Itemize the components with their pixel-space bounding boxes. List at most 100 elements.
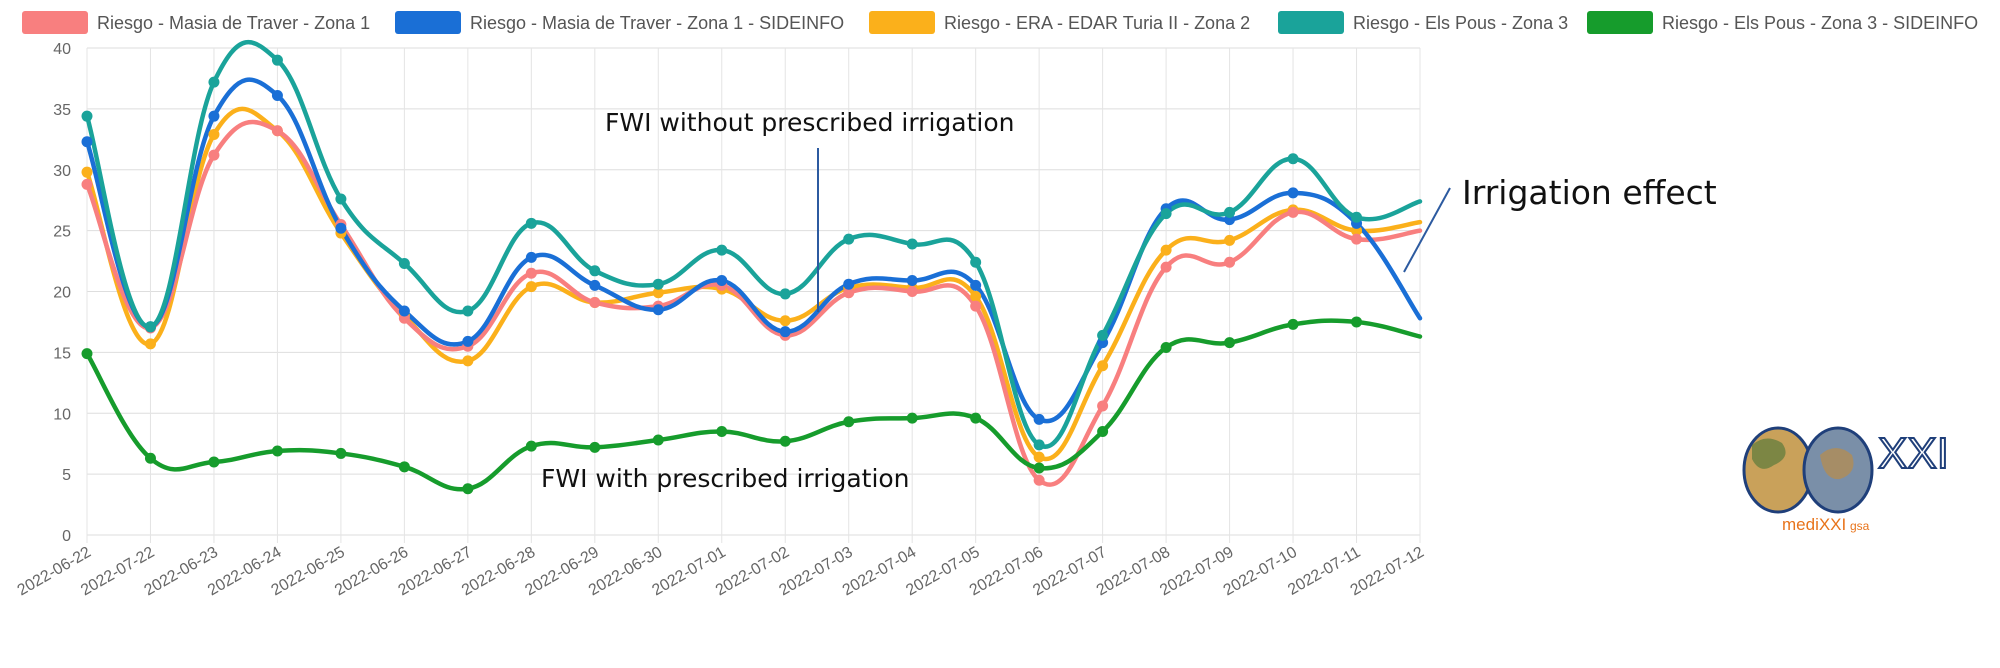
- series-4-point: [462, 305, 474, 317]
- medixxi-logo: XXI mediXXI gsa: [1742, 426, 1950, 534]
- annotation-without-text: FWI without prescribed irrigation: [605, 108, 1014, 137]
- series-1-point: [1287, 206, 1299, 218]
- series-2-point: [525, 251, 537, 263]
- series-2-point: [716, 275, 728, 287]
- series-4-point: [144, 321, 156, 333]
- logo-globe-left: [1742, 426, 1814, 514]
- series-3-point: [462, 355, 474, 367]
- series-5-point: [335, 447, 347, 459]
- legend-swatch-3: [869, 11, 935, 34]
- series-2-point: [779, 326, 791, 338]
- y-tick-label: 35: [53, 102, 71, 119]
- legend-swatch-1: [22, 11, 88, 34]
- annotation-effect-text: Irrigation effect: [1462, 173, 1717, 212]
- series-5-point: [525, 440, 537, 452]
- series-5-point: [1033, 462, 1045, 474]
- y-tick-label: 0: [62, 528, 71, 545]
- series-4-point: [906, 238, 918, 250]
- legend-label-5: Riesgo - Els Pous - Zona 3 - SIDEINFO: [1662, 13, 1978, 33]
- series-4-point: [335, 193, 347, 205]
- series-4-point: [398, 257, 410, 269]
- legend: Riesgo - Masia de Traver - Zona 1 Riesgo …: [22, 11, 1978, 34]
- series-4-point: [716, 244, 728, 256]
- series-3-point: [1033, 451, 1045, 463]
- series-5-point: [843, 416, 855, 428]
- series-4-point: [970, 256, 982, 268]
- series-2-point: [652, 304, 664, 316]
- logo-mark-text: XXI: [1878, 429, 1949, 478]
- series-2-point: [1287, 187, 1299, 199]
- series-3-point: [525, 281, 537, 293]
- annotation-with-text: FWI with prescribed irrigation: [541, 464, 910, 493]
- series-4-point: [1351, 211, 1363, 223]
- series-line-3: [84, 106, 1423, 462]
- series-line-1: [84, 119, 1423, 487]
- series-3-point: [1160, 244, 1172, 256]
- series-1-point: [81, 178, 93, 190]
- series-5-point: [779, 435, 791, 447]
- series-2-point: [970, 279, 982, 291]
- series-5-point: [970, 412, 982, 424]
- series-5-point: [906, 412, 918, 424]
- series-4-point: [779, 288, 791, 300]
- series-1-point: [970, 300, 982, 312]
- y-tick-label: 20: [53, 285, 71, 302]
- series-5-point: [589, 441, 601, 453]
- series-line-5: [84, 318, 1423, 492]
- y-axis-ticks: 0 5 10 15 20 25 30 35 40: [53, 41, 71, 545]
- series-5-point: [398, 461, 410, 473]
- y-tick-label: 15: [53, 345, 71, 362]
- series-1-point: [1224, 256, 1236, 268]
- series-2-point: [398, 305, 410, 317]
- series-4-point: [1224, 206, 1236, 218]
- series-3-point: [1224, 234, 1236, 246]
- series-3-point: [81, 166, 93, 178]
- legend-label-4: Riesgo - Els Pous - Zona 3: [1353, 13, 1568, 33]
- legend-label-1: Riesgo - Masia de Traver - Zona 1: [97, 13, 370, 33]
- legend-label-2: Riesgo - Masia de Traver - Zona 1 - SIDE…: [470, 13, 844, 33]
- series-5-point: [1351, 316, 1363, 328]
- annotation-effect-pointer: [1403, 187, 1451, 273]
- series-4-point: [1287, 153, 1299, 165]
- series-2-point: [208, 110, 220, 122]
- series-5-point: [1097, 426, 1109, 438]
- series-2-point: [81, 136, 93, 148]
- series-2-point: [589, 279, 601, 291]
- series-1-point: [525, 267, 537, 279]
- series-5-point: [652, 434, 664, 446]
- series-4-point: [1097, 329, 1109, 341]
- series-2-point: [843, 278, 855, 290]
- series-4-point: [843, 233, 855, 245]
- y-tick-label: 10: [53, 406, 71, 423]
- legend-swatch-5: [1587, 11, 1653, 34]
- series-4-point: [1160, 208, 1172, 220]
- series-1-point: [843, 287, 855, 299]
- series-4-point: [652, 278, 664, 290]
- series-2-point: [271, 89, 283, 101]
- annotation-irrigation-effect: Irrigation effect: [1403, 173, 1717, 273]
- series-5-point: [462, 483, 474, 495]
- series-1-point: [1033, 474, 1045, 486]
- legend-swatch-2: [395, 11, 461, 34]
- series-5-point: [81, 348, 93, 360]
- series-5-point: [144, 452, 156, 464]
- series-3-point: [970, 290, 982, 302]
- series-1-point: [589, 296, 601, 308]
- series-5-point: [1224, 337, 1236, 349]
- series-4-point: [1033, 439, 1045, 451]
- logo-continent: [1752, 438, 1786, 469]
- series-2-point: [335, 222, 347, 234]
- annotation-without-irrigation: FWI without prescribed irrigation: [605, 108, 1014, 312]
- series-3-point: [652, 287, 664, 299]
- series-4-point: [81, 110, 93, 122]
- series-4-point: [208, 76, 220, 88]
- series-1-point: [1160, 261, 1172, 273]
- logo-sub-text: gsa: [1850, 519, 1870, 533]
- logo-continent-2: [1820, 448, 1854, 480]
- series-2-point: [462, 335, 474, 347]
- series-4-point: [589, 265, 601, 277]
- series-3-point: [144, 338, 156, 350]
- series-5-point: [208, 456, 220, 468]
- series-5-point: [1287, 318, 1299, 330]
- series-2-point: [906, 275, 918, 287]
